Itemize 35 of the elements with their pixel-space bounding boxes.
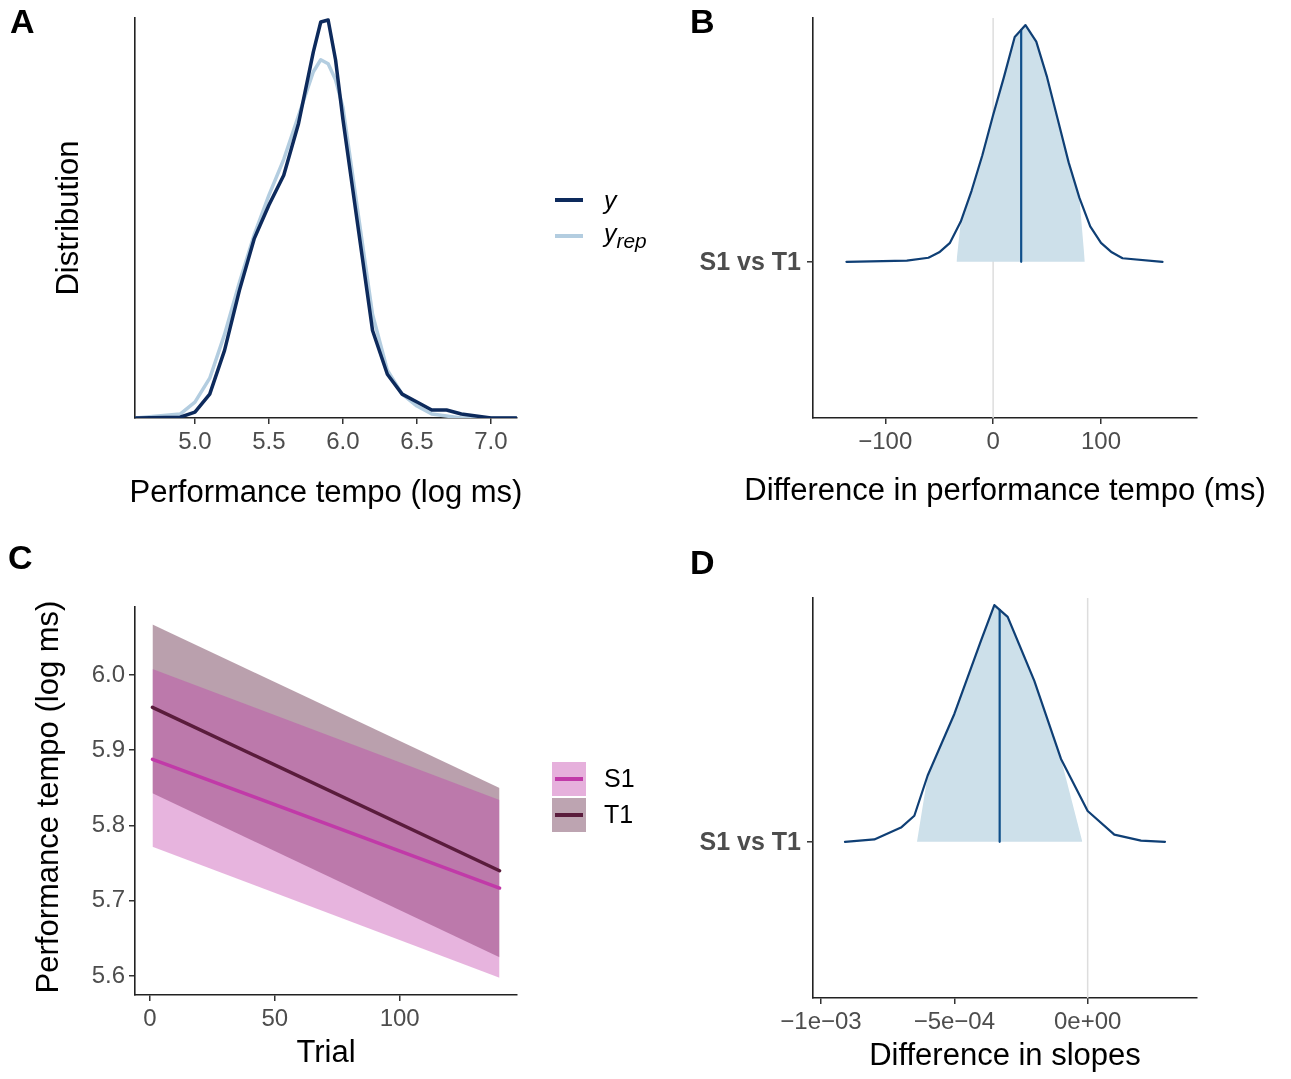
chart-title: B bbox=[690, 2, 715, 41]
legend-label: S1 bbox=[604, 764, 635, 793]
y-axis-title: Distribution bbox=[50, 140, 86, 296]
x-tick-label: 50 bbox=[261, 1004, 289, 1032]
x-tick-label: 5.5 bbox=[252, 427, 286, 455]
x-tick-label: 5.0 bbox=[178, 427, 212, 455]
x-tick-label: −100 bbox=[858, 427, 913, 455]
y-tick-label: 5.9 bbox=[91, 734, 125, 762]
x-axis-title: Difference in slopes bbox=[868, 1036, 1142, 1074]
x-tick-label: −5e−04 bbox=[913, 1007, 996, 1035]
x-tick-label: 6.0 bbox=[326, 427, 360, 455]
x-axis-title: Trial bbox=[295, 1033, 357, 1071]
x-tick-label: 6.5 bbox=[400, 427, 434, 455]
y-tick-label: 6.0 bbox=[91, 659, 125, 687]
x-axis-title: Performance tempo (log ms) bbox=[128, 473, 524, 511]
chart-title: A bbox=[10, 2, 35, 41]
legend-label: y bbox=[604, 185, 617, 215]
y-tick-label: 5.8 bbox=[91, 810, 125, 838]
y-axis-title: Performance tempo (log ms) bbox=[30, 600, 66, 993]
legend-label: y$_{rep}$ bbox=[604, 219, 647, 253]
text: S1 vs T1 bbox=[699, 826, 802, 855]
text: S1 vs T1 bbox=[699, 246, 802, 275]
x-axis-title: Difference in performance tempo (ms) bbox=[743, 471, 1267, 509]
chart-title: D bbox=[690, 543, 715, 582]
chart-title: C bbox=[8, 538, 33, 577]
x-tick-label: −1e−03 bbox=[780, 1007, 862, 1035]
x-tick-label: 0 bbox=[986, 427, 1000, 455]
x-tick-label: 7.0 bbox=[474, 427, 508, 455]
x-tick-label: 100 bbox=[1080, 427, 1122, 455]
x-tick-label: 0e+00 bbox=[1053, 1007, 1122, 1035]
y-tick-label: 5.6 bbox=[91, 960, 125, 988]
x-tick-label: 0 bbox=[143, 1004, 157, 1032]
legend-label: T1 bbox=[604, 800, 634, 829]
y-tick-label: 5.7 bbox=[91, 885, 125, 913]
x-tick-label: 100 bbox=[379, 1004, 420, 1032]
